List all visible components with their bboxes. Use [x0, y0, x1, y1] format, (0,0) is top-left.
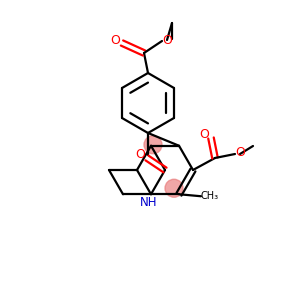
Text: O: O [162, 34, 172, 46]
Text: O: O [135, 148, 145, 161]
Text: CH₃: CH₃ [201, 191, 219, 201]
Text: O: O [199, 128, 209, 140]
Circle shape [144, 136, 162, 154]
Circle shape [165, 179, 183, 197]
Text: NH: NH [140, 196, 158, 209]
Text: O: O [235, 146, 245, 160]
Text: O: O [110, 34, 120, 46]
